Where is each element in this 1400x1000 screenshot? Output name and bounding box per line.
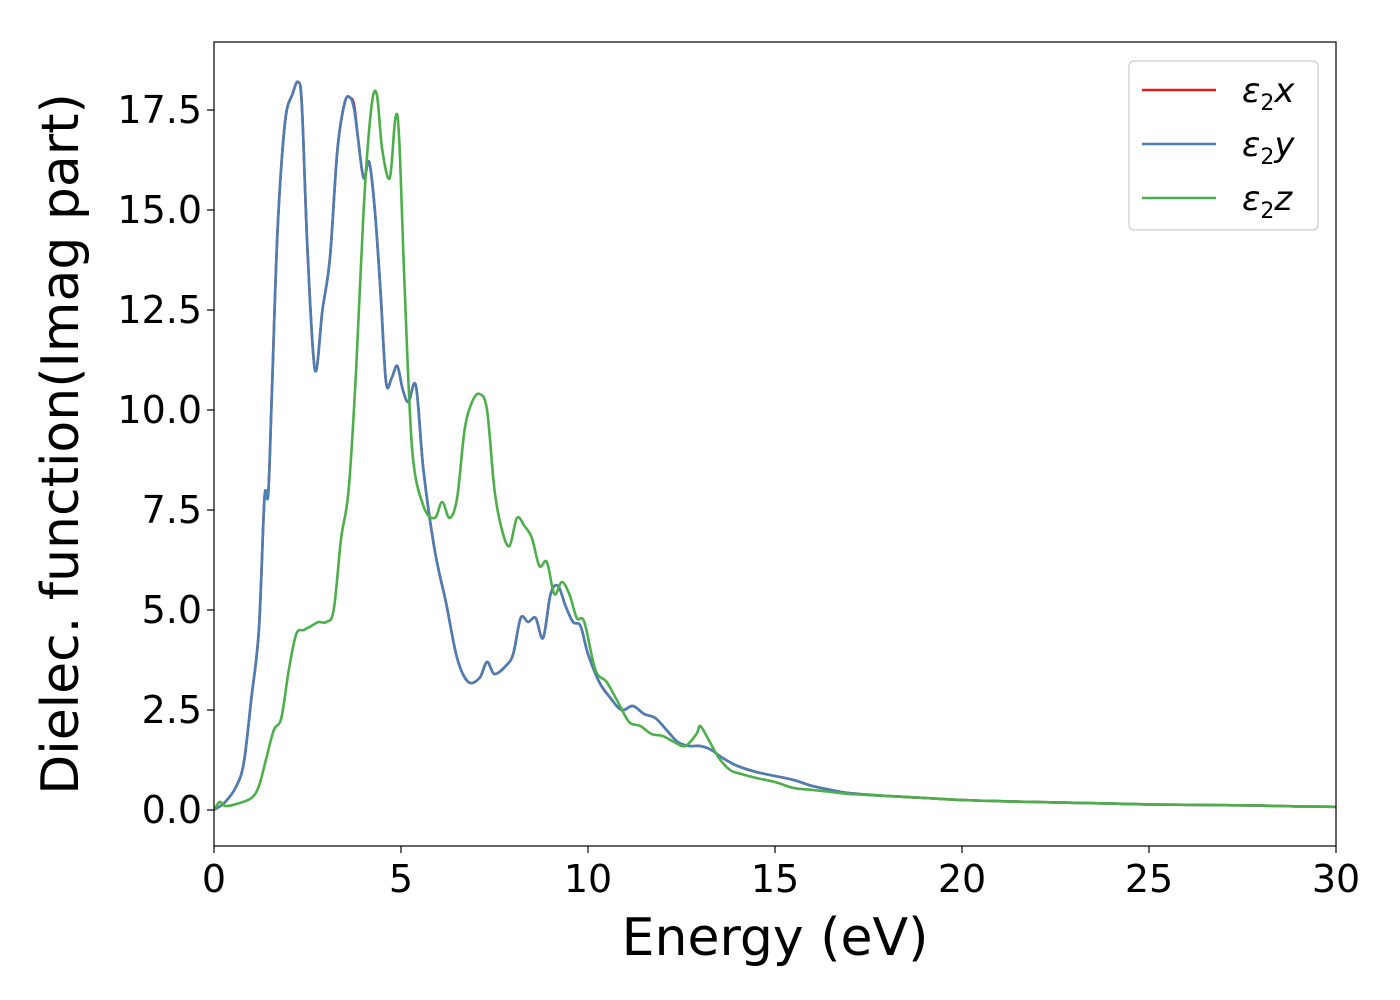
legend-label-z: ε2z xyxy=(1242,179,1293,224)
series-line-z xyxy=(214,89,1336,811)
y-axis-title: Dielec. function(Imag part) xyxy=(31,93,91,795)
y-tick-label: 7.5 xyxy=(142,488,202,532)
x-tick-label: 15 xyxy=(751,857,799,901)
y-axis: 0.0 2.5 5.0 7.5 10.0 12.5 15.0 17.5 xyxy=(117,88,214,832)
y-tick-label: 10.0 xyxy=(117,388,202,432)
y-tick-label: 15.0 xyxy=(117,188,202,232)
x-tick-label: 25 xyxy=(1125,857,1173,901)
legend: ε2x ε2y ε2z xyxy=(1128,60,1319,231)
legend-label-y: ε2y xyxy=(1242,125,1295,170)
y-tick-label: 17.5 xyxy=(117,88,202,132)
x-tick-label: 10 xyxy=(564,857,612,901)
series-line-y xyxy=(214,80,1336,812)
y-tick-label: 0.0 xyxy=(142,788,202,832)
x-tick-label: 20 xyxy=(938,857,986,901)
x-tick-label: 0 xyxy=(202,857,226,901)
legend-box xyxy=(1128,60,1319,231)
y-tick-label: 2.5 xyxy=(142,688,202,732)
x-tick-label: 5 xyxy=(389,857,413,901)
series-layer xyxy=(214,80,1336,812)
x-axis-title: Energy (eV) xyxy=(622,908,929,968)
legend-label-x: ε2x xyxy=(1242,71,1295,116)
y-tick-label: 5.0 xyxy=(142,588,202,632)
x-axis: 0 5 10 15 20 25 30 xyxy=(202,846,1360,901)
y-tick-label: 12.5 xyxy=(117,288,202,332)
x-tick-label: 30 xyxy=(1312,857,1360,901)
